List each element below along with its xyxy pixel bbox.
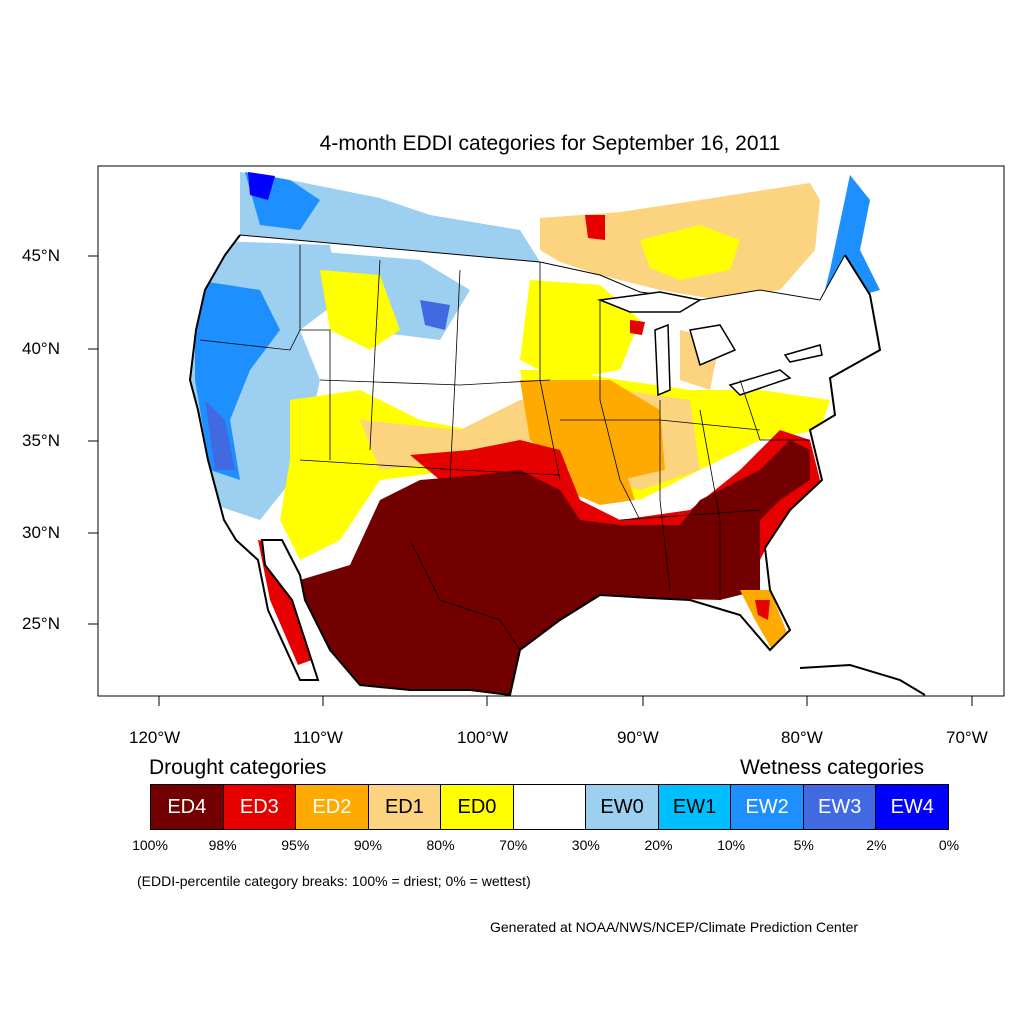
map-frame <box>97 165 1005 697</box>
lon-label: 100°W <box>457 728 509 747</box>
percentile-break-label: 0% <box>938 837 960 853</box>
category-colorbar: ED4 ED3 ED2 ED1 ED0 EW0 EW1 EW2 EW3 EW4 <box>150 784 949 830</box>
great-lakes <box>597 291 823 397</box>
percentile-break-label: 80% <box>426 837 455 853</box>
wisconsin-ed3-spot <box>630 320 645 335</box>
percentile-break-label: 30% <box>571 837 600 853</box>
lon-label: 80°W <box>781 728 823 747</box>
category-breaks-note: (EDDI-percentile category breaks: 100% =… <box>137 873 531 889</box>
percentile-break-label: 10% <box>717 837 746 853</box>
canada-west-ew4-patch <box>248 172 275 200</box>
upper-midwest-ed0-region <box>520 280 640 380</box>
wetness-categories-heading: Wetness categories <box>740 756 925 779</box>
percentile-break-label: 5% <box>793 837 814 853</box>
cuba-coastline <box>799 663 926 696</box>
arkansas-ed2-patch <box>565 440 635 505</box>
lat-label: 35°N <box>22 431 60 450</box>
category-swatch-ew0: EW0 <box>586 785 659 829</box>
state-boundaries <box>199 245 810 651</box>
lon-label: 110°W <box>293 728 343 747</box>
percentile-break-label: 90% <box>353 837 382 853</box>
percentile-break-label: 100% <box>132 837 168 853</box>
map-title: 4-month EDDI categories for September 16… <box>319 132 781 155</box>
lat-ticks <box>88 255 98 625</box>
percentile-break-label: 98% <box>208 837 237 853</box>
category-swatch-ew4: EW4 <box>876 785 949 829</box>
canada-abnormally-dry-patch <box>640 225 740 280</box>
category-swatch-ed4: ED4 <box>151 785 224 829</box>
lat-label: 40°N <box>22 339 60 358</box>
eddi-map <box>88 165 1005 706</box>
southern-ed4-core <box>300 440 810 695</box>
percentile-break-label: 95% <box>281 837 310 853</box>
montana-ew3-patch <box>420 300 450 330</box>
lon-label: 90°W <box>617 728 659 747</box>
category-swatch-ed0: ED0 <box>441 785 514 829</box>
category-swatch-ew3: EW3 <box>803 785 877 829</box>
florida-ed3-patch <box>755 600 770 620</box>
lat-label: 25°N <box>22 614 60 633</box>
coastline <box>188 234 882 696</box>
credit-line: Generated at NOAA/NWS/NCEP/Climate Predi… <box>490 919 859 935</box>
category-swatch-ed1: ED1 <box>368 785 442 829</box>
percentile-break-label: 20% <box>644 837 673 853</box>
montana-ed0-region <box>320 270 400 350</box>
lon-ticks <box>158 696 973 706</box>
florida-ed2-region <box>740 590 790 655</box>
lon-label: 120°W <box>129 728 181 747</box>
category-swatch-normal <box>513 785 587 829</box>
canada-ed3-spot <box>585 215 605 240</box>
percentile-break-label: 70% <box>499 837 528 853</box>
category-swatch-ed2: ED2 <box>296 785 369 829</box>
category-swatch-ew2: EW2 <box>731 785 804 829</box>
percentile-break-label: 2% <box>866 837 887 853</box>
lat-label: 45°N <box>22 246 60 265</box>
lon-label: 70°W <box>946 728 988 747</box>
category-swatch-ew1: EW1 <box>658 785 732 829</box>
category-swatch-ed3: ED3 <box>223 785 297 829</box>
california-ew3-patch <box>205 400 235 470</box>
lat-label: 30°N <box>22 523 60 542</box>
drought-categories-heading: Drought categories <box>149 756 327 779</box>
